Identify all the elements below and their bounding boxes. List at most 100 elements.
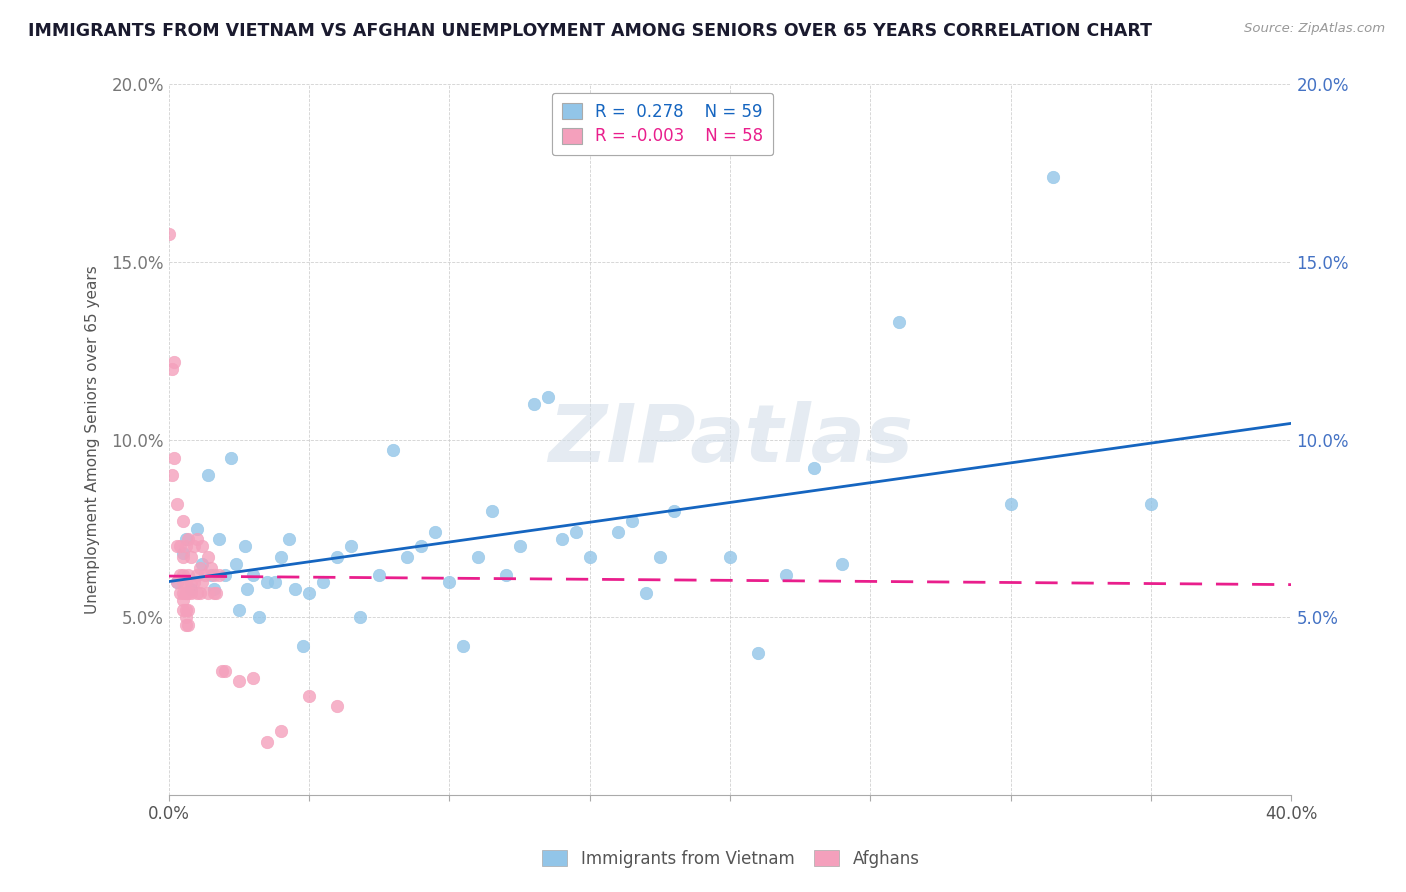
Point	[202, 582, 225, 596]
Point	[564, 525, 586, 540]
Point	[453, 639, 475, 653]
Point	[177, 567, 200, 582]
Point	[174, 610, 197, 624]
Point	[163, 450, 186, 465]
Point	[1042, 169, 1064, 184]
Point	[177, 617, 200, 632]
Point	[163, 354, 186, 368]
Point	[718, 549, 741, 564]
Point	[172, 515, 194, 529]
Point	[174, 585, 197, 599]
Point	[174, 603, 197, 617]
Point	[236, 582, 259, 596]
Point	[298, 585, 321, 599]
Point	[174, 617, 197, 632]
Point	[228, 603, 250, 617]
Point	[169, 585, 191, 599]
Point	[172, 585, 194, 599]
Point	[214, 567, 236, 582]
Point	[172, 549, 194, 564]
Text: Source: ZipAtlas.com: Source: ZipAtlas.com	[1244, 22, 1385, 36]
Point	[256, 574, 278, 589]
Point	[803, 461, 825, 475]
Point	[180, 574, 202, 589]
Point	[188, 585, 211, 599]
Point	[233, 539, 256, 553]
Point	[183, 539, 205, 553]
Point	[160, 468, 183, 483]
Point	[177, 533, 200, 547]
Point	[200, 567, 222, 582]
Point	[242, 567, 264, 582]
Point	[166, 539, 188, 553]
Point	[186, 585, 208, 599]
Point	[648, 549, 671, 564]
Point	[747, 646, 769, 660]
Point	[180, 582, 202, 596]
Point	[662, 504, 685, 518]
Point	[172, 546, 194, 560]
Point	[208, 567, 231, 582]
Point	[197, 549, 219, 564]
Point	[270, 724, 292, 739]
Point	[180, 585, 202, 599]
Point	[620, 515, 643, 529]
Point	[160, 361, 183, 376]
Point	[247, 610, 270, 624]
Point	[191, 557, 214, 571]
Point	[191, 574, 214, 589]
Point	[197, 468, 219, 483]
Point	[188, 560, 211, 574]
Point	[214, 664, 236, 678]
Point	[634, 585, 657, 599]
Point	[292, 639, 315, 653]
Point	[228, 674, 250, 689]
Point	[481, 504, 503, 518]
Point	[169, 567, 191, 582]
Point	[186, 522, 208, 536]
Point	[537, 390, 560, 404]
Point	[439, 574, 461, 589]
Point	[264, 574, 287, 589]
Point	[1000, 497, 1022, 511]
Point	[172, 567, 194, 582]
Point	[326, 699, 349, 714]
Point	[172, 603, 194, 617]
Point	[411, 539, 433, 553]
Point	[177, 603, 200, 617]
Point	[340, 539, 363, 553]
Point	[775, 567, 797, 582]
Point	[174, 574, 197, 589]
Point	[396, 549, 419, 564]
Point	[186, 567, 208, 582]
Point	[169, 539, 191, 553]
Point	[284, 582, 307, 596]
Point	[551, 533, 574, 547]
Point	[183, 574, 205, 589]
Point	[831, 557, 853, 571]
Point	[174, 539, 197, 553]
Legend: Immigrants from Vietnam, Afghans: Immigrants from Vietnam, Afghans	[536, 844, 927, 875]
Point	[172, 592, 194, 607]
Point	[278, 533, 301, 547]
Point	[177, 585, 200, 599]
Point	[425, 525, 447, 540]
Point	[887, 316, 910, 330]
Point	[368, 567, 391, 582]
Point	[509, 539, 531, 553]
Point	[208, 533, 231, 547]
Y-axis label: Unemployment Among Seniors over 65 years: Unemployment Among Seniors over 65 years	[86, 266, 100, 614]
Text: ZIPatlas: ZIPatlas	[547, 401, 912, 479]
Point	[166, 574, 188, 589]
Point	[174, 533, 197, 547]
Point	[211, 664, 233, 678]
Point	[312, 574, 335, 589]
Point	[523, 397, 546, 411]
Point	[202, 567, 225, 582]
Point	[256, 735, 278, 749]
Point	[219, 450, 242, 465]
Point	[606, 525, 628, 540]
Point	[157, 227, 180, 241]
Point	[467, 549, 489, 564]
Legend: R =  0.278    N = 59, R = -0.003    N = 58: R = 0.278 N = 59, R = -0.003 N = 58	[553, 93, 773, 155]
